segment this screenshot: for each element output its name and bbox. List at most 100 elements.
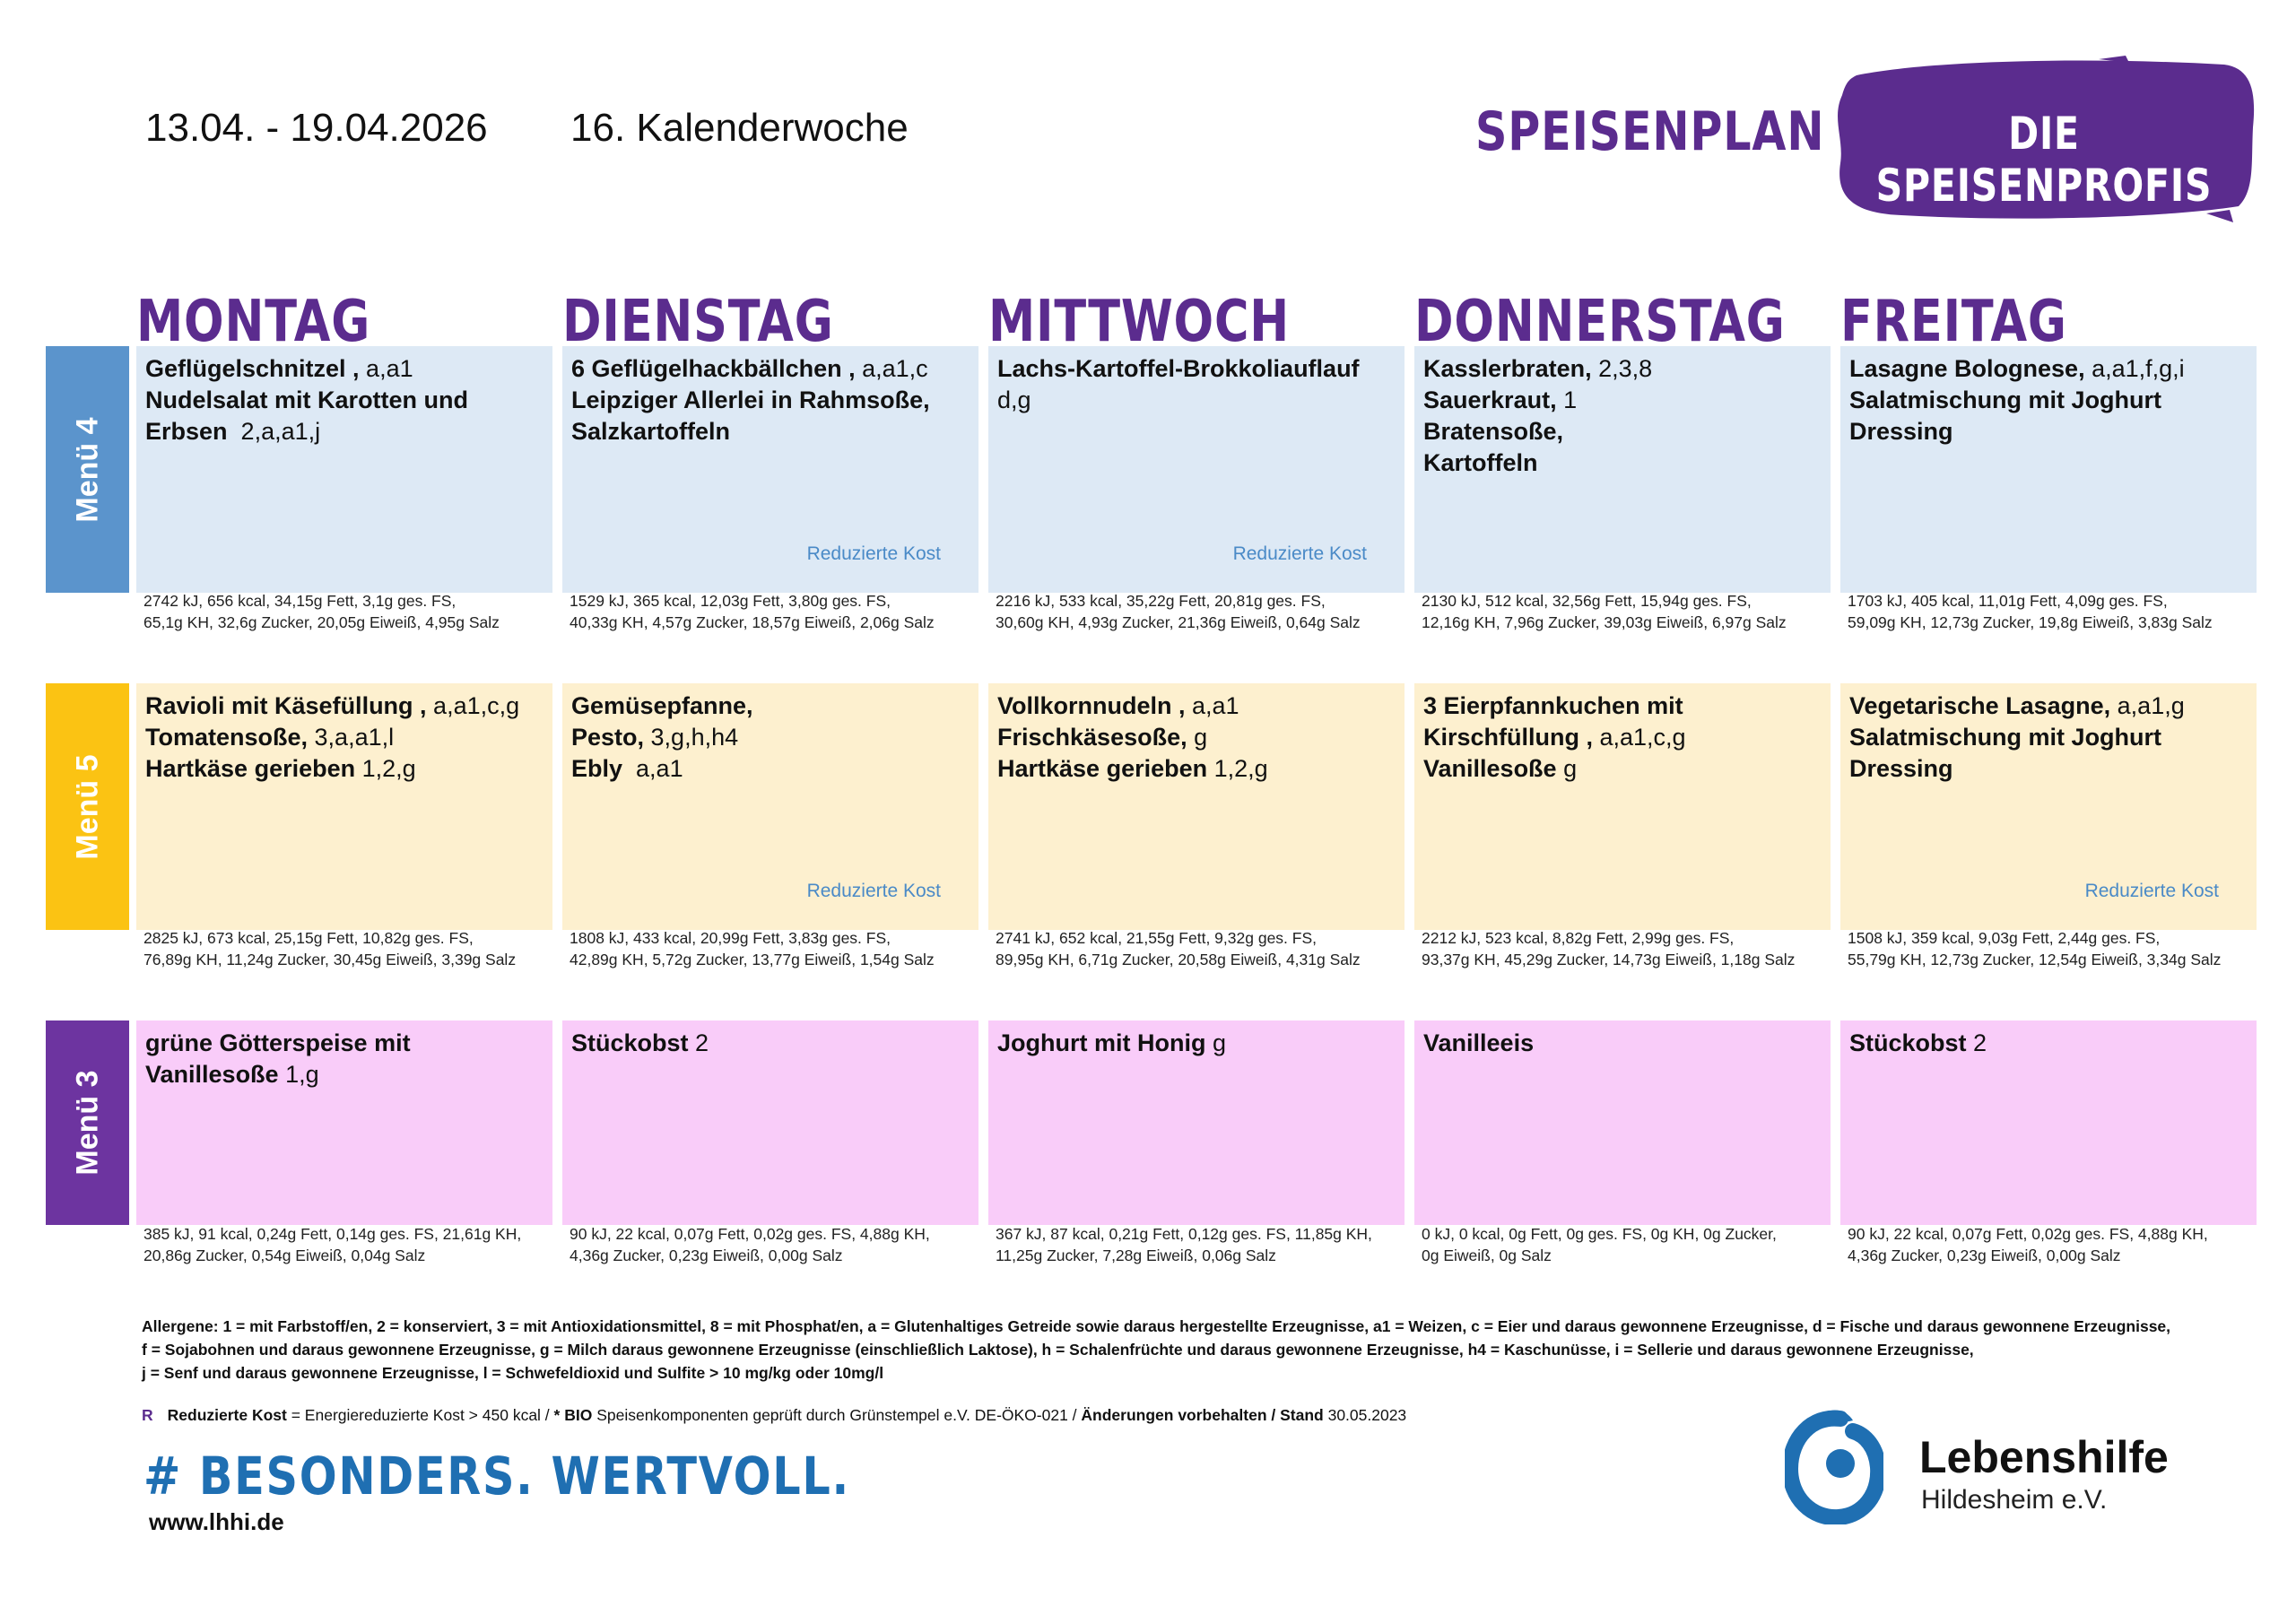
nutrition-line: 4,36g Zucker, 0,23g Eiweiß, 0,00g Salz bbox=[1848, 1246, 2121, 1264]
dish-line: Stückobst 2 bbox=[1849, 1028, 2248, 1059]
nutrition-line: 2741 kJ, 652 kcal, 21,55g Fett, 9,32g ge… bbox=[996, 929, 1317, 947]
dish-line: d,g bbox=[997, 385, 1396, 416]
nutrition-line: 1508 kJ, 359 kcal, 9,03g Fett, 2,44g ges… bbox=[1848, 929, 2161, 947]
dish-name: Lachs-Kartoffel-Brokkoliauflauf bbox=[997, 355, 1360, 382]
dish-name: Vanillesoße bbox=[1423, 755, 1557, 782]
dish-name: Vollkornnudeln , bbox=[997, 692, 1186, 719]
reduced-diet-tag: Reduzierte Kost bbox=[806, 881, 941, 901]
stand-date: 30.05.2023 bbox=[1323, 1406, 1407, 1424]
calendar-week: 16. Kalenderwoche bbox=[570, 106, 909, 150]
dish-name: Sauerkraut, bbox=[1423, 386, 1557, 413]
menu-cell: Geflügelschnitzel , a,a1 Nudelsalat mit K… bbox=[136, 346, 552, 593]
dish-line: Vollkornnudeln , a,a1 bbox=[997, 690, 1396, 722]
website-link[interactable]: www.lhhi.de bbox=[149, 1508, 284, 1535]
nutrition-line: 2825 kJ, 673 kcal, 25,15g Fett, 10,82g g… bbox=[144, 929, 474, 947]
dish-name: Joghurt mit Honig bbox=[997, 1029, 1206, 1056]
dish-line: Hartkäse gerieben 1,2,g bbox=[145, 753, 544, 785]
dish-name: grüne Götterspeise mit bbox=[145, 1029, 411, 1056]
dish-name: Ravioli mit Käsefüllung , bbox=[145, 692, 427, 719]
nutrition-line: 90 kJ, 22 kcal, 0,07g Fett, 0,02g ges. F… bbox=[570, 1225, 930, 1243]
slogan: # BESONDERS. WERTVOLL. bbox=[144, 1446, 850, 1507]
bio-text: Speisenkomponenten geprüft durch Grünste… bbox=[592, 1406, 1082, 1424]
nutrition-info: 1703 kJ, 405 kcal, 11,01g Fett, 4,09g ge… bbox=[1848, 590, 2213, 633]
dish-name: Frischkäsesoße, bbox=[997, 724, 1187, 751]
brush-stroke-shape bbox=[1838, 56, 2255, 222]
menu-cell: Ravioli mit Käsefüllung , a,a1,c,g Tomate… bbox=[136, 683, 552, 930]
dish-line: 3 Eierpfannkuchen mit bbox=[1423, 690, 1822, 722]
dish-line: Bratensoße, bbox=[1423, 416, 1822, 447]
nutrition-info: 2825 kJ, 673 kcal, 25,15g Fett, 10,82g g… bbox=[144, 927, 516, 970]
dish-line: Joghurt mit Honig g bbox=[997, 1028, 1396, 1059]
dish-line: Geflügelschnitzel , a,a1 bbox=[145, 353, 544, 385]
r-marker: R bbox=[142, 1406, 153, 1424]
allergen-line: j = Senf und daraus gewonnene Erzeugniss… bbox=[142, 1364, 884, 1382]
nutrition-info: 1529 kJ, 365 kcal, 12,03g Fett, 3,80g ge… bbox=[570, 590, 935, 633]
menu-cell: Lachs-Kartoffel-Brokkoliauflauf d,g Reduzi… bbox=[988, 346, 1405, 593]
nutrition-info: 1508 kJ, 359 kcal, 9,03g Fett, 2,44g ges… bbox=[1848, 927, 2221, 970]
dish-line: Kirschfüllung , a,a1,c,g bbox=[1423, 722, 1822, 753]
brand-badge: DIE SPEISENPROFIS bbox=[1830, 56, 2258, 222]
day-header: MITTWOCH bbox=[988, 289, 1291, 355]
nutrition-line: 93,37g KH, 45,29g Zucker, 14,73g Eiweiß,… bbox=[1422, 951, 1796, 968]
allergen-codes: 1,2,g bbox=[1207, 755, 1268, 782]
dish-name: Pesto, bbox=[571, 724, 645, 751]
bio-label: * BIO bbox=[553, 1406, 593, 1424]
dish-line: Vanillesoße 1,g bbox=[145, 1059, 544, 1090]
nutrition-info: 90 kJ, 22 kcal, 0,07g Fett, 0,02g ges. F… bbox=[1848, 1223, 2208, 1266]
menu-row-label: Menü 5 bbox=[46, 683, 129, 930]
allergen-line: Allergene: 1 = mit Farbstoff/en, 2 = kon… bbox=[142, 1317, 2171, 1335]
dish-name: Salatmischung mit Joghurt bbox=[1849, 724, 2162, 751]
dish-line: Vegetarische Lasagne, a,a1,g bbox=[1849, 690, 2248, 722]
nutrition-info: 2742 kJ, 656 kcal, 34,15g Fett, 3,1g ges… bbox=[144, 590, 500, 633]
allergen-codes: a,a1,f,g,i bbox=[2084, 355, 2185, 382]
allergen-codes: g bbox=[1205, 1029, 1226, 1056]
nutrition-line: 11,25g Zucker, 7,28g Eiweiß, 0,06g Salz bbox=[996, 1246, 1276, 1264]
dish-name: Kasslerbraten, bbox=[1423, 355, 1592, 382]
nutrition-line: 76,89g KH, 11,24g Zucker, 30,45g Eiweiß,… bbox=[144, 951, 517, 968]
dish-line: Pesto, 3,g,h,h4 bbox=[571, 722, 970, 753]
allergen-codes: g bbox=[1556, 755, 1578, 782]
nutrition-line: 4,36g Zucker, 0,23g Eiweiß, 0,00g Salz bbox=[570, 1246, 843, 1264]
nutrition-line: 0 kJ, 0 kcal, 0g Fett, 0g ges. FS, 0g KH… bbox=[1422, 1225, 1777, 1243]
dish-name: Lasagne Bolognese, bbox=[1849, 355, 2085, 382]
nutrition-info: 367 kJ, 87 kcal, 0,21g Fett, 0,12g ges. … bbox=[996, 1223, 1372, 1266]
dish-name: Erbsen bbox=[145, 418, 228, 445]
dish-name: Stückobst bbox=[1849, 1029, 1967, 1056]
allergen-codes: a,a1,c,g bbox=[1593, 724, 1686, 751]
diet-legend: R Reduzierte Kost = Energiereduzierte Kos… bbox=[142, 1406, 1406, 1425]
dish-name: Nudelsalat mit Karotten und bbox=[145, 386, 469, 413]
nutrition-line: 385 kJ, 91 kcal, 0,24g Fett, 0,14g ges. … bbox=[144, 1225, 522, 1243]
dish-name: Bratensoße, bbox=[1423, 418, 1564, 445]
nutrition-line: 42,89g KH, 5,72g Zucker, 13,77g Eiweiß, … bbox=[570, 951, 935, 968]
dish-line: Sauerkraut, 1 bbox=[1423, 385, 1822, 416]
nutrition-line: 20,86g Zucker, 0,54g Eiweiß, 0,04g Salz bbox=[144, 1246, 426, 1264]
nutrition-line: 40,33g KH, 4,57g Zucker, 18,57g Eiweiß, … bbox=[570, 613, 935, 631]
menu-label-text: Menü 3 bbox=[70, 1070, 104, 1176]
nutrition-line: 1529 kJ, 365 kcal, 12,03g Fett, 3,80g ge… bbox=[570, 592, 891, 610]
dish-line: Tomatensoße, 3,a,a1,l bbox=[145, 722, 544, 753]
allergen-codes: a,a1,c bbox=[855, 355, 928, 382]
day-header: DONNERSTAG bbox=[1414, 289, 1786, 355]
menu-cell: Vollkornnudeln , a,a1 Frischkäsesoße, g Ha… bbox=[988, 683, 1405, 930]
dish-name: Tomatensoße, bbox=[145, 724, 309, 751]
allergen-codes: a,a1 bbox=[622, 755, 683, 782]
dish-line: Stückobst 2 bbox=[571, 1028, 970, 1059]
nutrition-line: 55,79g KH, 12,73g Zucker, 12,54g Eiweiß,… bbox=[1848, 951, 2222, 968]
nutrition-info: 2212 kJ, 523 kcal, 8,82g Fett, 2,99g ges… bbox=[1422, 927, 1795, 970]
dish-name: Stückobst bbox=[571, 1029, 689, 1056]
menu-cell: 3 Eierpfannkuchen mit Kirschfüllung , a,a… bbox=[1414, 683, 1831, 930]
menu-row-label: Menü 3 bbox=[46, 1020, 129, 1225]
dish-name: Vegetarische Lasagne, bbox=[1849, 692, 2111, 719]
nutrition-line: 30,60g KH, 4,93g Zucker, 21,36g Eiweiß, … bbox=[996, 613, 1361, 631]
dish-name: Leipziger Allerlei in Rahmsoße, bbox=[571, 386, 930, 413]
dish-name: 6 Geflügelhackbällchen , bbox=[571, 355, 856, 382]
menu-cell: Stückobst 2 bbox=[1840, 1020, 2257, 1225]
dish-line: Salzkartoffeln bbox=[571, 416, 970, 447]
dish-name: 3 Eierpfannkuchen mit bbox=[1423, 692, 1683, 719]
nutrition-line: 65,1g KH, 32,6g Zucker, 20,05g Eiweiß, 4… bbox=[144, 613, 500, 631]
dish-name: Dressing bbox=[1849, 755, 1953, 782]
nutrition-line: 90 kJ, 22 kcal, 0,07g Fett, 0,02g ges. F… bbox=[1848, 1225, 2208, 1243]
dish-name: Kartoffeln bbox=[1423, 449, 1538, 476]
reduced-diet-tag: Reduzierte Kost bbox=[806, 543, 941, 564]
reduced-text: = Energiereduzierte Kost > 450 kcal / bbox=[286, 1406, 554, 1424]
